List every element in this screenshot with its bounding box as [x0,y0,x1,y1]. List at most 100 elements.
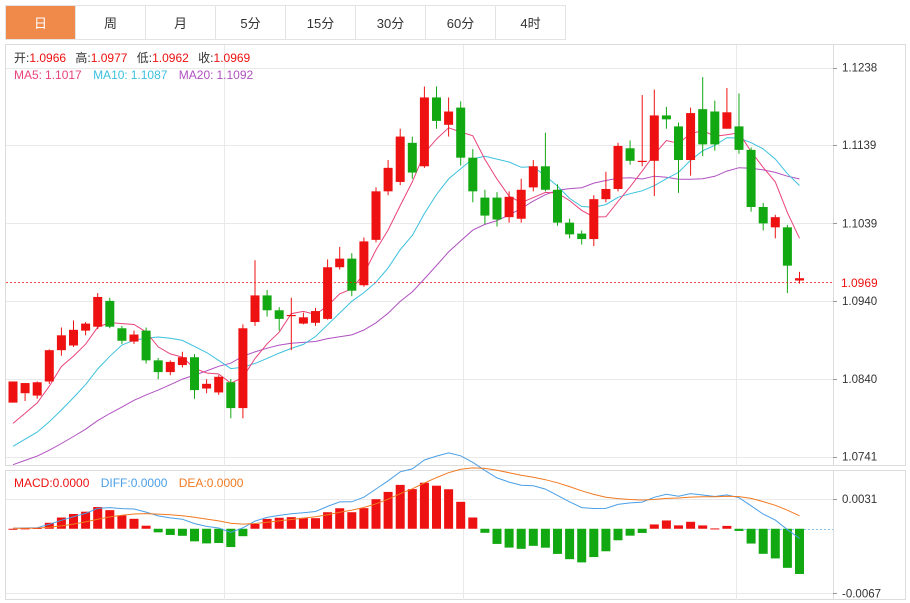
tab-5[interactable]: 30分 [356,6,426,39]
macd-bar-59 [722,525,732,529]
macd-bar-40 [492,528,502,544]
macd-bar-38 [468,517,478,529]
candle-46 [565,218,575,239]
price-panel-frame [5,44,906,600]
macd-label: MACD: [14,476,53,490]
candle-body-25 [311,311,320,323]
candle-39 [480,189,490,225]
candle-body-64 [782,227,792,266]
candle-38 [468,149,478,203]
macd-bar-55 [674,525,683,529]
candle-35 [432,86,441,129]
tab-3[interactable]: 5分 [216,6,286,39]
macd-bar-64 [782,528,792,568]
macd-bar-43 [528,528,538,546]
candle-body-4 [56,335,66,351]
price-tick-label-1: 1.1139 [842,140,876,152]
macd-lines [12,452,800,539]
candle-body-46 [565,222,575,235]
candle-body-27 [335,258,345,268]
candle-body-10 [129,334,139,342]
macd-bar-36 [444,489,454,529]
macd-histogram [8,482,804,574]
candle-57 [698,77,708,157]
macd-bar-0 [8,528,18,530]
macd-bar-16 [202,528,212,544]
price-tick-label-5: 1.0741 [842,452,877,464]
grid-lines [6,45,833,600]
tab-6[interactable]: 60分 [426,6,496,39]
macd-bar-14 [177,528,187,536]
macd-bar-21 [262,518,272,529]
candle-body-36 [444,111,454,125]
candle-body-38 [468,157,478,192]
candle-0 [8,381,18,403]
macd-tick-label-0: 0.0031 [842,494,877,506]
dea-value: 0.0000 [207,476,244,490]
candle-29 [359,237,369,287]
candle-11 [141,327,151,364]
macd-bar-56 [686,521,696,529]
candle-27 [335,246,345,270]
macd-bar-23 [286,517,296,529]
diff-line [12,452,800,539]
candle-body-58 [710,111,720,145]
candle-body-12 [153,360,163,373]
ma20-line [12,167,800,466]
macd-bar-25 [311,518,320,529]
macd-bar-27 [335,508,345,529]
ma10-line-group [12,137,800,447]
macd-bar-51 [625,528,635,536]
candle-65 [795,271,804,284]
tab-7[interactable]: 4时 [520,16,541,31]
tab-4[interactable]: 15分 [286,6,356,39]
tab-0[interactable]: 日 [6,6,76,39]
current-price-tag: 1.0969 [841,276,878,290]
candle-48 [589,195,599,247]
candle-body-42 [516,189,526,219]
macd-bar-65 [795,528,804,574]
tab-1[interactable]: 周 [76,6,146,39]
candle-body-13 [165,361,175,373]
candle-body-24 [298,317,308,324]
price-tick-label-3: 1.0940 [842,296,877,308]
candle-body-53 [649,115,659,161]
candle-body-49 [601,188,611,200]
candle-body-5 [69,329,78,346]
candle-3 [44,349,54,384]
macd-bar-46 [565,528,575,560]
macd-bar-34 [419,482,429,529]
candle-body-26 [323,267,333,319]
macd-bar-53 [649,524,659,529]
candle-body-57 [698,109,708,145]
macd-bar-60 [734,528,744,531]
candle-body-56 [686,113,696,161]
candle-body-62 [758,206,768,224]
candle-10 [129,330,139,344]
candle-56 [686,107,696,176]
tab-2[interactable]: 月 [146,6,216,39]
candle-49 [601,171,611,203]
candle-54 [661,106,671,129]
candle-43 [528,160,538,192]
macd-bar-58 [710,528,720,530]
candle-41 [504,191,514,223]
candle-12 [153,358,163,380]
candle-13 [165,360,175,376]
macd-bar-20 [250,523,260,529]
candle-40 [492,192,502,227]
candle-26 [323,259,333,320]
candle-5 [69,320,78,348]
candle-body-3 [44,350,54,382]
candle-28 [347,253,357,297]
macd-bar-47 [577,528,587,563]
price-tick-label-0: 1.1238 [842,63,877,75]
candle-body-2 [32,382,42,396]
candle-body-34 [419,97,429,167]
macd-bar-48 [589,528,599,558]
candle-body-39 [480,197,490,216]
candle-15 [190,354,199,399]
macd-bar-8 [105,510,115,529]
candle-42 [516,178,526,223]
macd-bar-17 [214,528,224,543]
